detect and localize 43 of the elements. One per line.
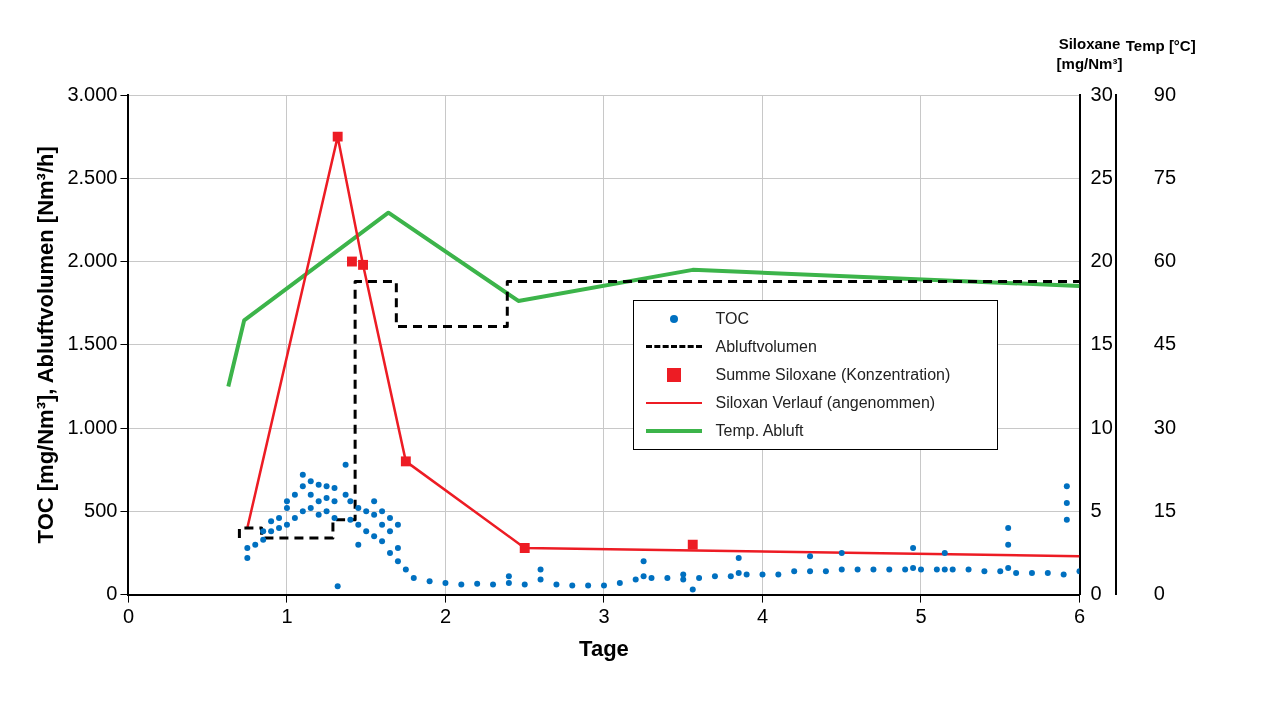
- x-tick-label: 5: [915, 605, 927, 628]
- y-tick-label: 500: [84, 498, 118, 521]
- y3-tick-label: 45: [1153, 332, 1176, 355]
- y3-tick-label: 60: [1153, 249, 1176, 272]
- point: [332, 131, 343, 142]
- y2-tick-label: 25: [1090, 165, 1113, 188]
- y-axis-title: TOC [mg/Nm³], Abluftvolumen [Nm³/h]: [33, 146, 59, 544]
- y-tick-label: 1.500: [67, 332, 118, 355]
- point: [347, 256, 357, 267]
- x-tick-label: 3: [598, 605, 610, 628]
- point: [519, 543, 530, 553]
- y-tick-label: 0: [106, 582, 118, 605]
- y2-tick-label: 15: [1090, 332, 1113, 355]
- point: [358, 259, 368, 270]
- y3-tick-label: 0: [1153, 582, 1165, 605]
- x-tick-label: 1: [281, 605, 293, 628]
- legend-label: Abluftvolumen: [715, 337, 817, 356]
- x-tick-label: 4: [756, 605, 769, 628]
- x-tick-label: 6: [1073, 605, 1086, 628]
- y3-axis-title: Temp [°C]: [1125, 37, 1196, 54]
- y3-tick-label: 90: [1153, 82, 1176, 105]
- y2-tick-label: 0: [1090, 582, 1102, 605]
- x-tick-label: 2: [439, 605, 452, 628]
- y2-tick-label: 10: [1090, 415, 1113, 438]
- legend-label: Siloxan Verlauf (angenommen): [715, 393, 936, 412]
- point: [400, 456, 411, 467]
- y3-tick-label: 30: [1153, 415, 1176, 438]
- y-tick-label: 2.500: [67, 165, 118, 188]
- y2-tick-label: 5: [1090, 498, 1102, 521]
- x-tick-label: 0: [122, 605, 135, 628]
- y2-tick-label: 30: [1090, 82, 1113, 105]
- y2-tick-label: 20: [1090, 249, 1113, 272]
- legend-label: Temp. Abluft: [715, 421, 804, 440]
- y2-axis-title: Siloxane [mg/Nm³]: [1056, 35, 1123, 72]
- y3-tick-label: 15: [1153, 498, 1176, 521]
- y3-tick-label: 75: [1153, 165, 1176, 188]
- point: [687, 539, 698, 550]
- y-tick-label: 2.000: [67, 249, 118, 272]
- y-tick-label: 1.000: [67, 415, 118, 438]
- legend-label: Summe Siloxane (Konzentration): [715, 365, 951, 384]
- x-axis-title: Tage: [579, 635, 629, 661]
- legend-label: TOC: [715, 309, 749, 328]
- y-tick-label: 3.000: [67, 82, 118, 105]
